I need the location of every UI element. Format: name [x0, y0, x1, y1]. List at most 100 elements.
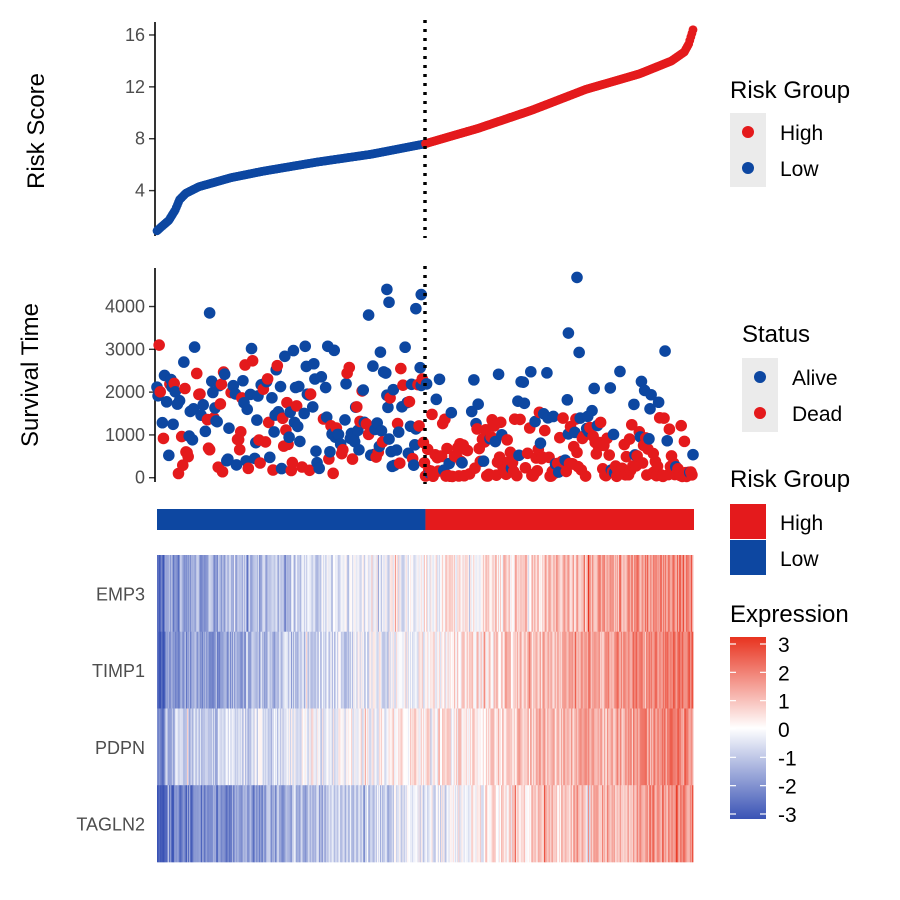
- heatmap-cell: [516, 631, 518, 709]
- heatmap-cell: [179, 708, 181, 786]
- heatmap-cell: [422, 555, 425, 633]
- heatmap-cell: [308, 631, 310, 709]
- heatmap-cell: [180, 785, 183, 863]
- heatmap-cell: [560, 708, 562, 786]
- heatmap-cell: [491, 555, 493, 633]
- heatmap-cell: [467, 631, 470, 709]
- heatmap-cell: [691, 555, 694, 633]
- heatmap-cell: [244, 785, 247, 863]
- heatmap-cell: [523, 708, 526, 786]
- heatmap-cell: [666, 631, 668, 709]
- heatmap-cell: [660, 555, 663, 633]
- heatmap-cell: [225, 708, 228, 786]
- heatmap-cell: [418, 631, 421, 709]
- heatmap-cell: [598, 708, 601, 786]
- heatmap-cell: [598, 555, 601, 633]
- survival-point-dead: [261, 373, 274, 385]
- heatmap-cell: [683, 708, 685, 786]
- heatmap-cell: [495, 631, 498, 709]
- heatmap-cell: [167, 631, 170, 709]
- heatmap-cell: [555, 631, 558, 709]
- heatmap-cell: [500, 785, 502, 863]
- survival-point-alive: [645, 388, 657, 401]
- heatmap-cell: [468, 631, 471, 709]
- heatmap-cell: [677, 708, 680, 786]
- heatmap-cell: [610, 785, 612, 863]
- heatmap-cell: [417, 555, 419, 633]
- heatmap-cell: [234, 555, 236, 633]
- heatmap-cell: [511, 631, 514, 709]
- heatmap-cell: [193, 631, 195, 709]
- heatmap-cell: [680, 631, 682, 709]
- heatmap-cell: [314, 631, 317, 709]
- survival-point-alive: [604, 382, 617, 394]
- heatmap-cell: [658, 555, 661, 633]
- heatmap-cell: [310, 555, 312, 633]
- heatmap-cell: [586, 785, 589, 863]
- survival-point-alive: [392, 426, 405, 438]
- heatmap-cell: [357, 631, 359, 709]
- heatmap-cell: [451, 555, 454, 633]
- heatmap-cell: [460, 631, 462, 709]
- heatmap-cell: [519, 785, 521, 863]
- heatmap-cell: [193, 708, 195, 786]
- heatmap-cell: [661, 631, 664, 709]
- heatmap-cell: [582, 555, 585, 633]
- heatmap-cell: [312, 785, 314, 863]
- heatmap-cell: [316, 708, 319, 786]
- heatmap-cell: [628, 555, 631, 633]
- heatmap-cell: [664, 785, 666, 863]
- heatmap-cell: [283, 631, 285, 709]
- heatmap-cell: [601, 631, 604, 709]
- heatmap-cell: [493, 631, 496, 709]
- heatmap-cell: [205, 785, 207, 863]
- heatmap-cell: [291, 708, 293, 786]
- heatmap-cell: [238, 785, 240, 863]
- survival-point-alive: [362, 309, 375, 321]
- heatmap-cell: [288, 631, 291, 709]
- heatmap-cell: [326, 708, 328, 786]
- heatmap-cell: [384, 555, 386, 633]
- heatmap-cell: [297, 555, 299, 633]
- survival-point-alive: [163, 449, 175, 462]
- heatmap-cell: [478, 708, 481, 786]
- heatmap-cell: [475, 708, 477, 786]
- heatmap-cell: [515, 785, 517, 863]
- heatmap-cell: [673, 785, 676, 863]
- heatmap-cell: [392, 555, 395, 633]
- heatmap-cell: [580, 785, 582, 863]
- heatmap-cell: [245, 555, 248, 633]
- heatmap-cell: [436, 631, 439, 709]
- heatmap-cell: [446, 785, 448, 863]
- heatmap-cell: [489, 631, 491, 709]
- heatmap-cell: [532, 555, 534, 633]
- heatmap-cell: [443, 708, 445, 786]
- heatmap-cell: [352, 631, 354, 709]
- heatmap-cell: [478, 555, 481, 633]
- heatmap-cell: [281, 555, 283, 633]
- heatmap-cell: [253, 785, 255, 863]
- heatmap-cell: [625, 631, 627, 709]
- heatmap-cell: [343, 631, 345, 709]
- heatmap-cell: [169, 631, 172, 709]
- heatmap-cell: [244, 631, 247, 709]
- heatmap-cell: [417, 708, 419, 786]
- heatmap-cell: [234, 631, 236, 709]
- heatmap-cell: [268, 631, 270, 709]
- heatmap-cell: [223, 785, 225, 863]
- heatmap-cell: [684, 631, 686, 709]
- heatmap-cell: [265, 631, 267, 709]
- heatmap-cell: [506, 555, 508, 633]
- heatmap-cell: [215, 785, 218, 863]
- survival-point-alive: [340, 377, 352, 390]
- heatmap-cell: [312, 708, 314, 786]
- heatmap-cell: [483, 785, 486, 863]
- heatmap-cell: [634, 785, 636, 863]
- heatmap-cell: [274, 785, 277, 863]
- heatmap-cell: [574, 785, 576, 863]
- heatmap-cell: [402, 708, 404, 786]
- heatmap-cell: [337, 555, 339, 633]
- heatmap-cell: [325, 555, 327, 633]
- risk-ytick-label: 16: [125, 25, 145, 45]
